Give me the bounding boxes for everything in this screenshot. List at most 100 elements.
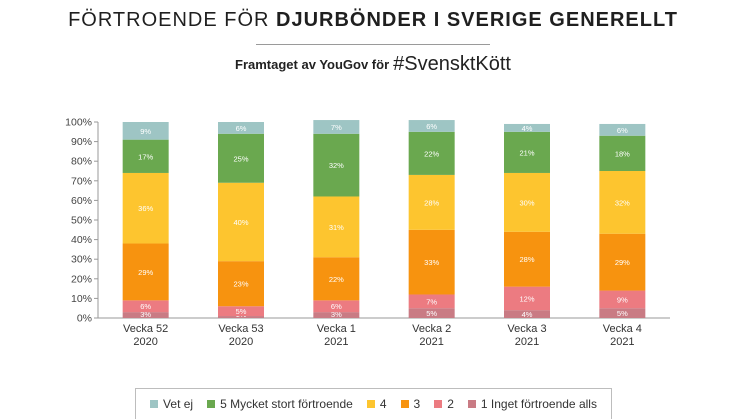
bar-segment (313, 196, 360, 258)
bar-segment (218, 182, 264, 262)
data-label: 6% (331, 302, 342, 311)
data-label: 29% (615, 258, 630, 267)
subtitle-credit: Framtaget av YouGov för (235, 57, 390, 72)
bar-segment (504, 310, 550, 318)
legend-swatch (400, 400, 409, 408)
legend-label: 5 Mycket stort förtroende (220, 397, 353, 411)
x-tick-label: 2021 (515, 336, 539, 348)
x-tick-label: Vecka 1 (317, 323, 356, 335)
data-label: 28% (424, 198, 439, 207)
data-label: 6% (426, 122, 437, 131)
bar-segment (408, 174, 455, 230)
bar-segment (408, 229, 455, 295)
legend-swatch (467, 400, 476, 408)
data-label: 4% (522, 310, 533, 319)
bar-segment (599, 123, 646, 136)
data-label: 4% (522, 124, 533, 133)
bar-segment (313, 257, 360, 301)
x-tick-label: 2020 (133, 336, 157, 348)
bar-segment (504, 172, 550, 232)
bar-segment (218, 133, 264, 183)
legend-item: 5 Mycket stort förtroende (207, 397, 353, 411)
bar-segment (218, 316, 264, 318)
data-label: 40% (233, 218, 248, 227)
y-tick-label: 70% (71, 175, 92, 187)
data-label: 32% (615, 198, 630, 207)
y-tick-label: 0% (77, 313, 92, 325)
bar-segment (599, 308, 646, 318)
data-label: 7% (426, 297, 437, 306)
legend-label: Vet ej (163, 397, 194, 411)
legend-swatch (366, 400, 375, 408)
data-label: 6% (617, 126, 628, 135)
legend-item: Vet ej (150, 397, 193, 411)
data-label: 9% (617, 295, 628, 304)
bar-segment (218, 261, 264, 307)
y-tick-label: 80% (71, 156, 92, 168)
data-label: 5% (426, 309, 437, 318)
subtitle-hashtag: #SvensktKött (393, 53, 511, 75)
x-tick-label: 2020 (229, 336, 253, 348)
data-label: 18% (615, 149, 630, 158)
data-label: 12% (519, 294, 534, 303)
data-label: 6% (140, 302, 151, 311)
data-label: 22% (329, 275, 344, 284)
y-tick-label: 40% (71, 234, 92, 246)
chart-legend: Vet ej 5 Mycket stort förtroende 4 3 2 1 Inge… (135, 388, 612, 419)
legend-label: 4 (379, 397, 387, 411)
data-label: 22% (424, 149, 439, 158)
bar-segment (122, 300, 169, 313)
bar-segment (408, 294, 455, 309)
bar-segment (122, 312, 169, 318)
legend-item: 1 Inget förtroende alls (467, 397, 597, 411)
data-label: 3% (140, 310, 151, 319)
data-label: 5% (617, 309, 628, 318)
x-tick-label: Vecka 53 (218, 323, 263, 335)
bar-segment (504, 123, 550, 132)
bar-segment (504, 231, 550, 287)
y-tick-label: 90% (71, 136, 92, 148)
legend-label: 1 Inget förtroende alls (480, 397, 597, 411)
legend-label: 3 (413, 397, 421, 411)
data-label: 36% (138, 204, 153, 213)
bar-segment (218, 306, 264, 317)
chart-title-bold: DJURBÖNDER I SVERIGE GENERELLT (276, 9, 678, 31)
legend-label: 2 (447, 397, 454, 411)
y-tick-label: 10% (71, 293, 92, 305)
data-label: 33% (424, 258, 439, 267)
data-label: 29% (138, 268, 153, 277)
data-label: 23% (233, 280, 248, 289)
y-tick-label: 100% (65, 117, 92, 129)
bar-segment (408, 120, 455, 132)
legend-swatch (207, 400, 216, 408)
bar-segment (122, 172, 169, 244)
chart-title: FÖRTROENDE FÖR DJURBÖNDER I SVERIGE GENE… (0, 9, 746, 32)
x-tick-label: 2021 (610, 336, 634, 348)
legend-item: 3 (400, 397, 421, 411)
bar-segment (599, 135, 646, 171)
bar-segment (313, 133, 360, 197)
bar-segment (122, 243, 169, 301)
chart-subtitle: Framtaget av YouGov för #SvensktKött (0, 53, 746, 76)
data-label: 9% (140, 127, 151, 136)
bar-segment (504, 286, 550, 311)
data-label: 7% (331, 123, 342, 132)
y-tick-label: 50% (71, 215, 92, 227)
data-label: 6% (236, 124, 247, 133)
legend-item: 4 (366, 397, 387, 411)
bar-segment (599, 171, 646, 234)
legend-swatch (434, 400, 443, 408)
bar-segment (313, 300, 360, 313)
data-label: 25% (233, 154, 248, 163)
x-tick-label: Vecka 2 (412, 323, 451, 335)
x-tick-label: Vecka 3 (507, 323, 546, 335)
bar-segment (599, 290, 646, 309)
x-tick-label: 2021 (419, 336, 443, 348)
legend-swatch (150, 400, 159, 408)
data-label: 28% (519, 255, 534, 264)
y-tick-label: 20% (71, 273, 92, 285)
chart-title-light: FÖRTROENDE FÖR (68, 9, 277, 31)
bar-segment (122, 139, 169, 173)
data-label: 3% (331, 310, 342, 319)
data-label: 30% (519, 198, 534, 207)
